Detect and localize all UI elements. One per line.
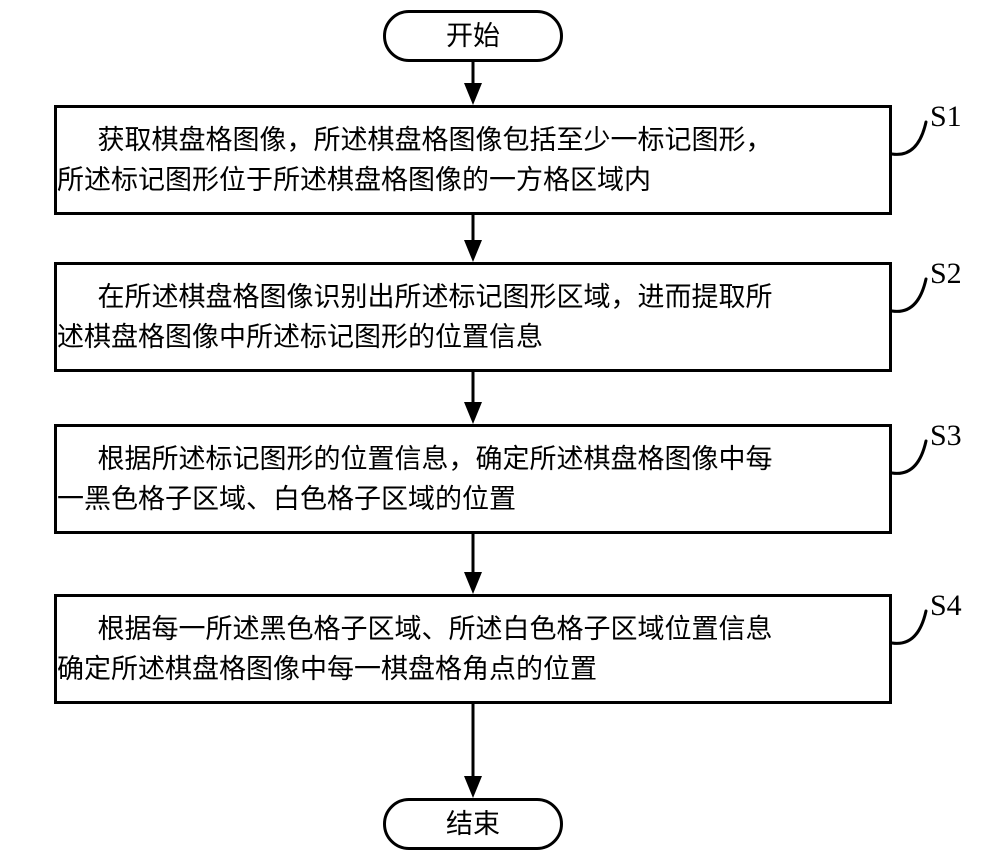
process-s4: 根据每一所述黑色格子区域、所述白色格子区域位置信息 确定所述棋盘格图像中每一棋盘…: [54, 594, 892, 704]
process-s2: 在所述棋盘格图像识别出所述标记图形区域，进而提取所 述棋盘格图像中所述标记图形的…: [54, 262, 892, 372]
step-label-s4: S4: [930, 589, 962, 623]
process-s1-text: 获取棋盘格图像，所述棋盘格图像包括至少一标记图形， 所述标记图形位于所述棋盘格图…: [57, 120, 889, 201]
process-s3-text: 根据所述标记图形的位置信息，确定所述棋盘格图像中每 一黑色格子区域、白色格子区域…: [57, 439, 889, 520]
terminal-start: 开始: [383, 10, 563, 62]
process-s1: 获取棋盘格图像，所述棋盘格图像包括至少一标记图形， 所述标记图形位于所述棋盘格图…: [54, 105, 892, 215]
flowchart-canvas: 开始 获取棋盘格图像，所述棋盘格图像包括至少一标记图形， 所述标记图形位于所述棋…: [0, 0, 1000, 866]
terminal-start-label: 开始: [446, 23, 500, 50]
terminal-end-label: 结束: [446, 811, 500, 838]
process-s4-text: 根据每一所述黑色格子区域、所述白色格子区域位置信息 确定所述棋盘格图像中每一棋盘…: [57, 609, 889, 690]
process-s2-text: 在所述棋盘格图像识别出所述标记图形区域，进而提取所 述棋盘格图像中所述标记图形的…: [57, 277, 889, 358]
terminal-end: 结束: [383, 798, 563, 850]
step-label-s3: S3: [930, 419, 962, 453]
step-label-s1: S1: [930, 100, 962, 134]
step-label-s2: S2: [930, 257, 962, 291]
process-s3: 根据所述标记图形的位置信息，确定所述棋盘格图像中每 一黑色格子区域、白色格子区域…: [54, 424, 892, 534]
